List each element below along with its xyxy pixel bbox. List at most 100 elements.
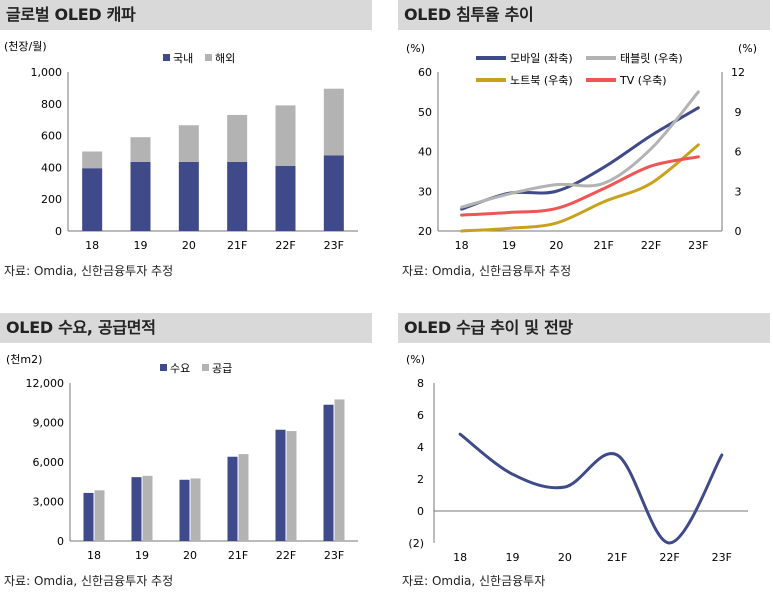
panel-oled-demand-supply-area: OLED 수요, 공급면적 (천m2) 0 3,000 6,000 9,000 12,00… xyxy=(0,313,372,592)
y-tick-label: 0 xyxy=(55,225,62,238)
panel-oled-balance-outlook: OLED 수급 추이 및 전망 (%) (2) 0 2 4 6 8 18 19 20 21F 22F 2… xyxy=(398,313,770,592)
panel-title: 글로벌 OLED 캐파 xyxy=(0,0,372,30)
x-tick-label: 20 xyxy=(182,239,196,252)
x-tick-label: 23F xyxy=(324,549,344,562)
bar-국내 xyxy=(130,161,151,231)
x-tick-label: 18 xyxy=(85,239,99,252)
bar-국내 xyxy=(178,161,199,231)
right-y-tick-label: 12 xyxy=(731,66,745,79)
x-tick-label: 21F xyxy=(227,239,247,252)
x-tick-label: 19 xyxy=(134,239,148,252)
bar-수요 xyxy=(275,429,286,541)
left-y-tick-label: 40 xyxy=(418,146,432,159)
chart-oled-demand-supply-area: (천m2) 0 3,000 6,000 9,000 12,000 18 19 20 21F 22F 2… xyxy=(6,352,358,562)
panel-title: OLED 수급 추이 및 전망 xyxy=(398,313,770,343)
x-tick-label: 23F xyxy=(712,551,732,564)
bar-공급 xyxy=(286,431,297,541)
y-tick-label: 6,000 xyxy=(33,456,65,469)
y-tick-label: 800 xyxy=(41,98,62,111)
bar-수요 xyxy=(83,492,94,541)
x-tick-label: 18 xyxy=(455,239,469,252)
right-y-tick-label: 9 xyxy=(735,106,742,119)
x-tick-label: 20 xyxy=(549,239,563,252)
y-tick-label: (2) xyxy=(408,537,424,550)
y-tick-label: 4 xyxy=(417,441,424,454)
x-tick-label: 22F xyxy=(659,551,679,564)
right-y-tick-label: 0 xyxy=(735,225,742,238)
x-tick-label: 19 xyxy=(135,549,149,562)
legend-swatch xyxy=(163,54,170,61)
y-axis-unit: (천장/월) xyxy=(4,39,47,53)
legend-swatch xyxy=(205,54,212,61)
panel-title: OLED 수요, 공급면적 xyxy=(0,313,372,343)
bar-국내 xyxy=(323,155,344,231)
bar-공급 xyxy=(190,478,201,541)
x-tick-label: 18 xyxy=(453,551,467,564)
x-tick-label: 19 xyxy=(506,551,520,564)
bar-국내 xyxy=(275,165,296,231)
bar-해외 xyxy=(323,88,344,156)
source-note: 자료: Omdia, 신한금융투자 추정 xyxy=(4,574,174,588)
source-note: 자료: Omdia, 신한금융투자 추정 xyxy=(402,264,572,278)
left-y-tick-label: 60 xyxy=(418,66,432,79)
panel-oled-penetration: OLED 침투율 추이 (%) (%) 20 30 40 50 60 0 3 6 9 12 18 19 20… xyxy=(398,0,770,290)
legend-label: 노트북 (우축) xyxy=(510,74,573,87)
bar-수요 xyxy=(227,456,238,541)
y-tick-label: 0 xyxy=(57,535,64,548)
legend-swatch xyxy=(202,364,209,371)
bar-국내 xyxy=(82,168,103,231)
x-tick-label: 20 xyxy=(558,551,572,564)
y-tick-label: 200 xyxy=(41,193,62,206)
x-tick-label: 22F xyxy=(275,239,295,252)
bar-해외 xyxy=(130,137,151,162)
bar-수요 xyxy=(131,477,142,541)
y-tick-label: 8 xyxy=(417,377,424,390)
bar-국내 xyxy=(227,161,248,231)
panel-oled-capacity: 글로벌 OLED 캐파 (천장/월) 0 200 400 600 800 1,000 18 19… xyxy=(0,0,372,290)
legend-label: 모바일 (좌축) xyxy=(510,51,573,65)
left-y-tick-label: 50 xyxy=(418,106,432,119)
source-note: 자료: Omdia, 신한금융투자 추정 xyxy=(4,264,174,278)
bar-해외 xyxy=(275,105,296,166)
x-tick-label: 21F xyxy=(228,549,248,562)
series-line-노트북 (우축) xyxy=(460,143,700,233)
bar-수요 xyxy=(323,404,334,541)
legend-label: 해외 xyxy=(215,51,235,65)
chart-oled-balance-outlook: (%) (2) 0 2 4 6 8 18 19 20 21F 22F 23F xyxy=(406,353,748,564)
x-tick-label: 18 xyxy=(87,549,101,562)
series-line-TV (우축) xyxy=(460,155,700,217)
series-line-모바일 (좌축) xyxy=(460,106,700,211)
bar-공급 xyxy=(142,475,153,541)
y-tick-label: 9,000 xyxy=(33,417,65,430)
legend-label: 태블릿 (우축) xyxy=(620,52,683,65)
y-tick-label: 1,000 xyxy=(31,66,63,79)
series-line-태블릿 (우축) xyxy=(460,90,700,209)
y-axis-unit: (%) xyxy=(406,353,425,366)
x-tick-label: 22F xyxy=(641,239,661,252)
chart-oled-capacity: (천장/월) 0 200 400 600 800 1,000 18 19 20 21F 22F 23F 국… xyxy=(4,39,358,252)
x-tick-label: 23F xyxy=(324,239,344,252)
series-line xyxy=(458,432,724,545)
y-tick-label: 3,000 xyxy=(33,496,65,509)
legend-label: TV (우축) xyxy=(619,74,667,87)
y-tick-label: 0 xyxy=(417,505,424,518)
left-axis-unit: (%) xyxy=(406,42,425,55)
legend-swatch xyxy=(160,364,167,371)
x-tick-label: 19 xyxy=(502,239,516,252)
left-y-tick-label: 20 xyxy=(418,225,432,238)
bar-공급 xyxy=(94,490,105,541)
x-tick-label: 21F xyxy=(594,239,614,252)
legend-label: 국내 xyxy=(173,52,193,65)
x-tick-label: 23F xyxy=(688,239,708,252)
y-tick-label: 400 xyxy=(41,161,62,174)
left-y-tick-label: 30 xyxy=(418,185,432,198)
y-axis-unit: (천m2) xyxy=(6,352,42,366)
bar-수요 xyxy=(179,479,190,541)
y-tick-label: 6 xyxy=(417,409,424,422)
panel-title: OLED 침투율 추이 xyxy=(398,0,770,30)
bar-해외 xyxy=(82,151,103,169)
right-y-tick-label: 6 xyxy=(735,146,742,159)
y-tick-label: 2 xyxy=(417,473,424,486)
x-tick-label: 22F xyxy=(276,549,296,562)
right-axis-unit: (%) xyxy=(738,42,757,55)
